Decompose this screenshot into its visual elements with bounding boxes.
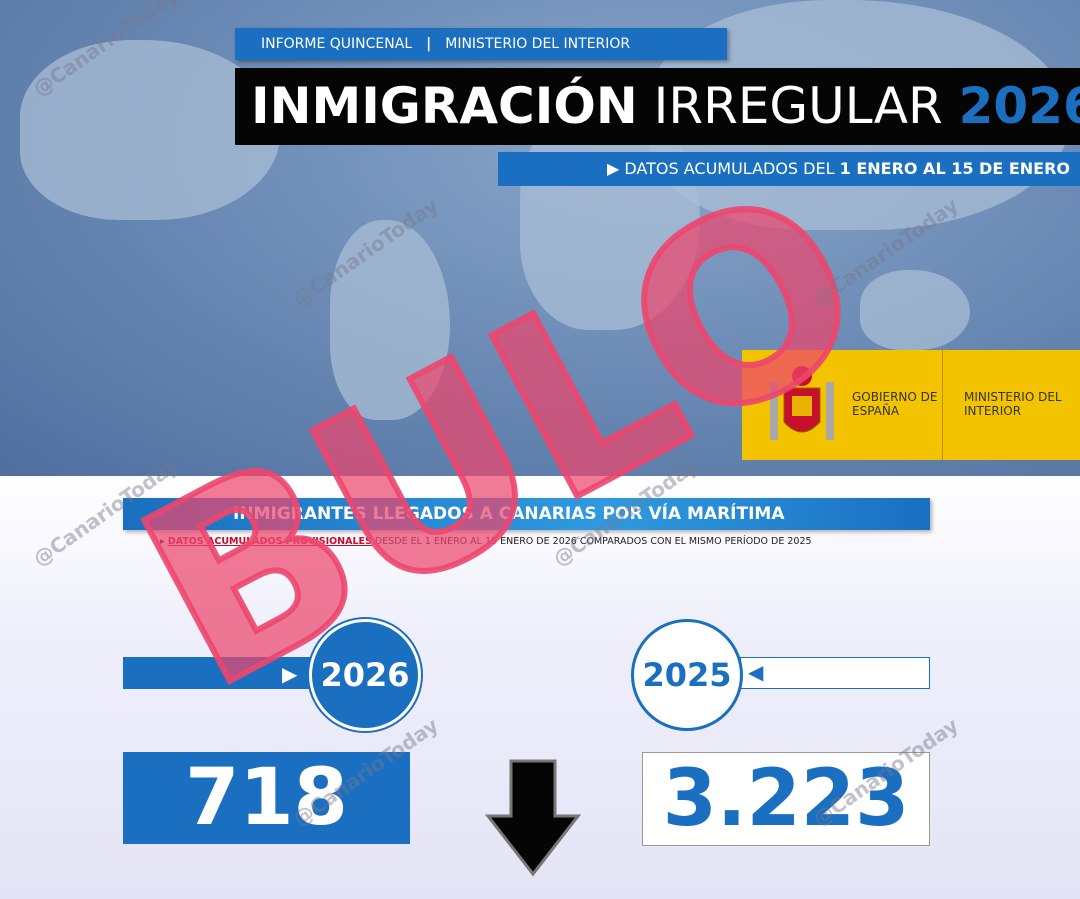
value-box: 3.223 <box>642 752 930 846</box>
value-box: 718 <box>123 752 410 844</box>
title-part: INMIGRACIÓN <box>251 77 638 135</box>
year-badge: 2026 <box>309 619 421 731</box>
down-arrow <box>485 759 581 877</box>
year-bar <box>740 657 930 689</box>
kicker-left: INFORME QUINCENAL <box>261 36 413 52</box>
ministry-name: MINISTERIO DEL INTERIOR <box>964 390 1062 418</box>
title-part: IRREGULAR <box>653 77 943 135</box>
subtitle-bar: ▶ DATOS ACUMULADOS DEL 1 ENERO AL 15 DE … <box>498 152 1080 186</box>
subtitle-range: 1 ENERO AL 15 DE ENERO <box>839 159 1070 178</box>
section-bar: INMIGRANTES LLEGADOS A CANARIAS POR VÍA … <box>123 498 930 530</box>
government-name: GOBIERNO DE ESPAÑA <box>852 390 938 418</box>
government-logo: GOBIERNO DE ESPAÑA MINISTERIO DEL INTERI… <box>742 350 1080 460</box>
hoax-stamp: BULO <box>101 132 906 744</box>
year-bar <box>123 657 323 689</box>
year-badge: 2025 <box>631 619 743 731</box>
kicker-separator: | <box>426 36 432 52</box>
kicker-right: MINISTERIO DEL INTERIOR <box>445 36 631 52</box>
coat-of-arms <box>770 366 834 440</box>
kicker-bar: INFORME QUINCENAL | MINISTERIO DEL INTERIO… <box>235 28 727 60</box>
subtitle-prefix: DATOS ACUMULADOS DEL <box>624 159 835 178</box>
note-text: DESDE EL 1 ENERO AL 15 ENERO DE 2026 COM… <box>374 536 812 547</box>
section-note: ▸ DATOS ACUMULADOS PROVISIONALES DESDE E… <box>160 536 812 547</box>
note-highlight: DATOS ACUMULADOS PROVISIONALES <box>167 536 372 547</box>
section-title: INMIGRANTES LLEGADOS A CANARIAS POR VÍA … <box>233 504 785 524</box>
title-year: 2026 <box>958 77 1080 135</box>
title-bar: INMIGRACIÓN IRREGULAR 2026 <box>235 68 1080 145</box>
